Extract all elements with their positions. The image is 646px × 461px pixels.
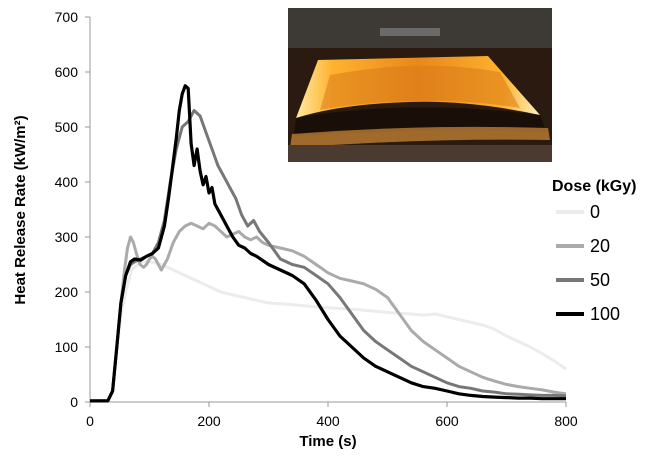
series-line-0 [90,260,567,403]
y-ticks: 0 100 200 300 400 500 600 700 [55,9,90,410]
x-axis-title: Time (s) [299,433,356,450]
legend-label-100: 100 [590,304,620,324]
x-tick-label: 600 [435,413,459,429]
y-tick-label: 100 [55,339,79,355]
legend-title: Dose (kGy) [552,178,636,195]
x-tick-label: 0 [86,413,94,429]
x-tick-label: 800 [554,413,578,429]
legend: Dose (kGy) 0 20 50 100 [552,178,636,324]
y-tick-label: 600 [55,64,79,80]
y-tick-label: 700 [55,9,79,25]
legend-label-20: 20 [590,236,610,256]
y-tick-label: 400 [55,174,79,190]
inset-fire-photo [288,8,552,162]
y-axis-title: Heat Release Rate (kW/m²) [12,115,29,304]
y-tick-label: 0 [70,394,78,410]
y-tick-label: 500 [55,119,79,135]
y-tick-label: 200 [55,284,79,300]
series-lines [90,84,567,403]
y-tick-label: 300 [55,229,79,245]
x-ticks: 0 200 400 600 800 [86,402,578,429]
x-tick-label: 400 [316,413,340,429]
legend-label-0: 0 [590,202,600,222]
series-line-20 [90,221,567,403]
series-line-100 [90,84,566,403]
legend-label-50: 50 [590,270,610,290]
x-tick-label: 200 [197,413,221,429]
